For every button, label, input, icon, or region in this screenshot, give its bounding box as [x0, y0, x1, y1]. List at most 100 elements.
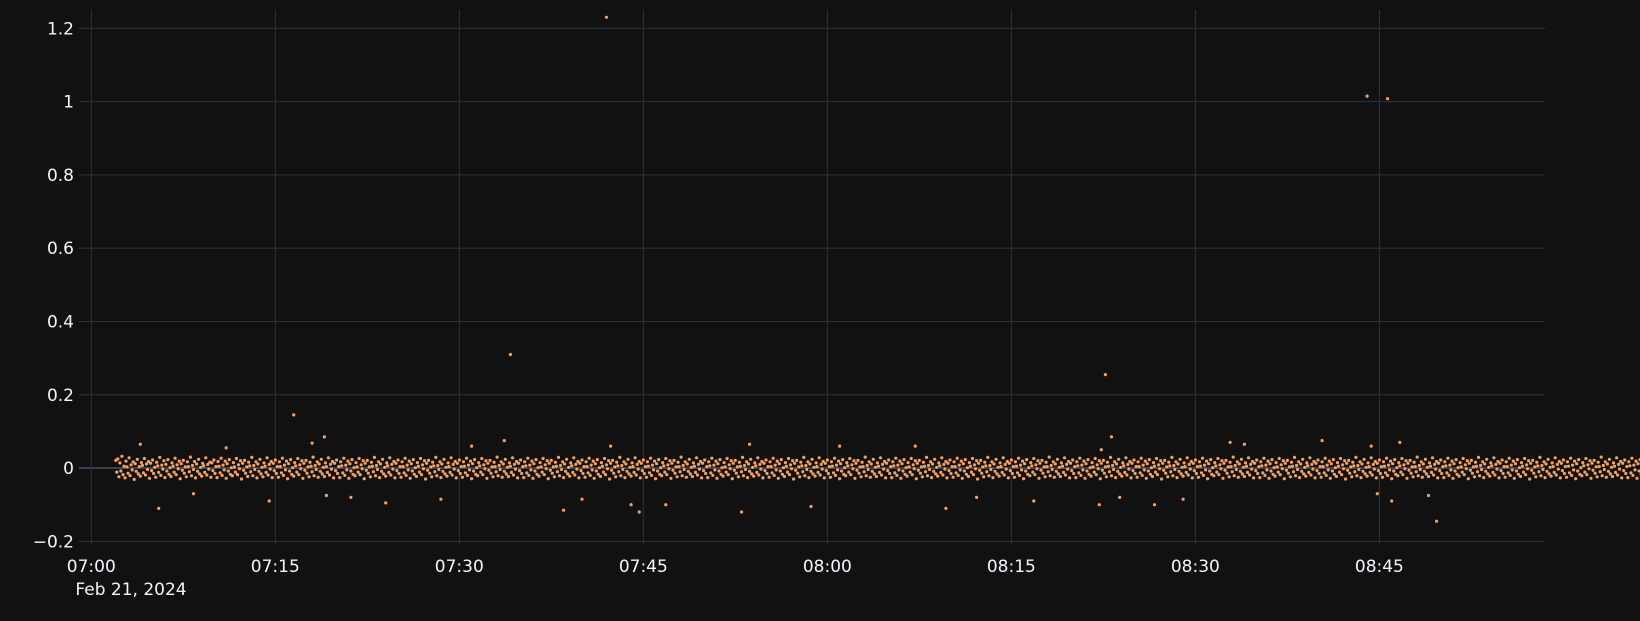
- data-point: [772, 473, 776, 477]
- data-point: [1001, 456, 1005, 460]
- data-point: [315, 460, 319, 464]
- data-point: [1084, 462, 1088, 466]
- data-point: [1466, 477, 1470, 481]
- data-point: [1364, 465, 1368, 469]
- data-point: [553, 460, 558, 464]
- data-point: [1109, 435, 1114, 439]
- data-point: [466, 463, 471, 467]
- x-tick-label: 08:30: [1171, 557, 1220, 577]
- data-point: [1536, 464, 1540, 468]
- data-point: [1372, 467, 1376, 471]
- data-point: [1314, 461, 1318, 465]
- data-point: [492, 460, 496, 464]
- data-point: [630, 461, 634, 465]
- data-point: [677, 465, 681, 469]
- data-point: [1550, 461, 1554, 465]
- data-point: [829, 460, 834, 464]
- data-point: [358, 473, 362, 477]
- data-point: [497, 463, 501, 468]
- data-point: [425, 461, 429, 465]
- data-point: [680, 474, 684, 478]
- data-point: [788, 463, 793, 467]
- data-point: [1415, 455, 1419, 459]
- data-point: [1081, 468, 1085, 472]
- data-point: [355, 465, 359, 469]
- data-point: [799, 460, 803, 464]
- data-point: [1343, 459, 1347, 463]
- data-point: [1518, 474, 1523, 479]
- data-point: [451, 462, 455, 466]
- data-point: [1249, 462, 1253, 466]
- data-point: [1231, 455, 1235, 459]
- data-point: [1509, 463, 1513, 467]
- data-point: [314, 467, 318, 472]
- data-point: [861, 465, 865, 469]
- data-point: [513, 467, 518, 471]
- data-point: [1280, 467, 1284, 471]
- data-point: [832, 456, 837, 460]
- data-point: [1511, 459, 1515, 463]
- data-point: [1046, 470, 1050, 474]
- data-point: [379, 462, 383, 466]
- data-point: [564, 469, 568, 473]
- data-point: [1440, 471, 1444, 476]
- data-point: [1159, 459, 1163, 463]
- data-point: [1450, 459, 1454, 463]
- data-point: [556, 455, 561, 459]
- data-point: [821, 459, 825, 464]
- data-point: [886, 469, 890, 473]
- data-point: [387, 470, 391, 474]
- data-point: [533, 469, 537, 473]
- data-point: [1212, 474, 1216, 478]
- data-point: [313, 463, 317, 468]
- data-point: [1589, 476, 1593, 480]
- data-point: [1569, 456, 1573, 460]
- data-point: [563, 462, 567, 466]
- data-point: [1432, 473, 1436, 477]
- data-point: [238, 459, 243, 463]
- data-point: [1594, 465, 1598, 469]
- y-tick-label: 0: [63, 459, 74, 479]
- data-point: [970, 456, 975, 461]
- data-point: [1040, 458, 1044, 462]
- data-point: [1256, 471, 1260, 476]
- data-point: [869, 462, 873, 466]
- data-point: [1147, 458, 1151, 462]
- data-point: [1445, 471, 1449, 475]
- data-point: [256, 462, 260, 466]
- data-point: [604, 15, 609, 19]
- data-point: [653, 459, 657, 463]
- data-point: [1284, 468, 1288, 472]
- data-point: [784, 464, 789, 468]
- data-point: [231, 461, 235, 465]
- data-point: [572, 456, 576, 460]
- data-point: [1549, 474, 1553, 478]
- data-point: [1629, 471, 1633, 475]
- data-point: [484, 459, 488, 463]
- data-point: [1360, 462, 1364, 466]
- data-point: [1375, 461, 1379, 465]
- data-point: [480, 456, 484, 461]
- data-point: [971, 473, 976, 477]
- data-point: [1365, 94, 1369, 98]
- data-point: [1572, 468, 1576, 472]
- data-point: [275, 465, 279, 469]
- data-point: [1433, 462, 1437, 466]
- data-point: [768, 460, 772, 464]
- data-point: [217, 464, 221, 468]
- data-point: [1219, 467, 1223, 471]
- data-point: [742, 463, 747, 468]
- data-point: [271, 461, 275, 465]
- data-point: [1002, 473, 1006, 477]
- data-point: [918, 471, 923, 475]
- data-point: [1529, 461, 1533, 465]
- data-point: [1596, 460, 1600, 464]
- data-point: [773, 463, 777, 467]
- data-point: [506, 474, 510, 479]
- data-point: [1028, 474, 1032, 478]
- data-point: [983, 460, 987, 464]
- data-point: [490, 465, 494, 469]
- data-point: [766, 465, 770, 469]
- data-point: [1607, 457, 1611, 461]
- data-point: [383, 465, 387, 469]
